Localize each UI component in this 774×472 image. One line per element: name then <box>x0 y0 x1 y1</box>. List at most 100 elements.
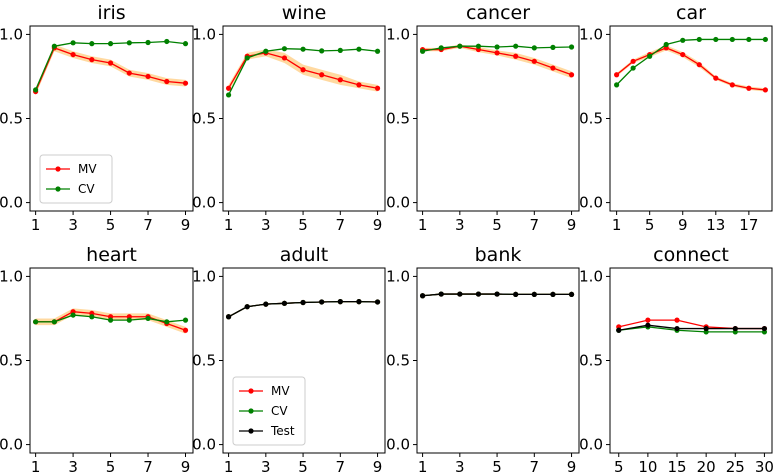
y-tick-label: 0.5 <box>0 352 23 370</box>
point-cv <box>126 317 132 323</box>
point-mv <box>645 317 651 323</box>
x-tick-label: 9 <box>181 216 191 234</box>
point-mv <box>89 57 95 63</box>
point-cv <box>244 55 250 61</box>
x-tick-label: 3 <box>455 216 465 234</box>
subplot-adult: 0.0 0.5 1.0 1 3 5 7 9 adult MV CV Test <box>192 244 386 472</box>
y-tick-label: 0.5 <box>579 110 603 128</box>
x-tick-label: 3 <box>261 458 271 472</box>
point-test <box>281 300 288 306</box>
x-tick-label: 9 <box>373 216 383 234</box>
point-test <box>438 291 444 297</box>
point-test <box>244 304 250 310</box>
subplot-wine: 0.0 0.5 1.0 1 3 5 7 9 wine <box>192 2 386 234</box>
y-tick-label: 0.0 <box>579 436 603 454</box>
point-mv <box>614 72 620 78</box>
x-tick-label: 15 <box>667 458 686 472</box>
point-cv <box>713 36 719 43</box>
point-cv <box>89 314 95 320</box>
x-tick-label: 5 <box>492 458 502 472</box>
point-mv <box>550 65 556 71</box>
point-test <box>225 314 232 320</box>
subplot-title: connect <box>653 244 729 266</box>
point-cv <box>145 39 151 46</box>
subplot-cancer: 0.0 0.5 1.0 1 3 5 7 9 cancer <box>386 2 580 234</box>
point-cv <box>126 40 132 46</box>
subplot-bank: 0.0 0.5 1.0 1 3 5 7 9 bank <box>386 244 580 472</box>
legend-marker <box>248 388 254 394</box>
point-mv <box>107 60 114 66</box>
band-mv <box>35 44 186 95</box>
legend-marker <box>248 408 254 414</box>
x-tick-label: 3 <box>68 216 78 234</box>
point-mv <box>281 55 288 61</box>
y-tick-label: 0.0 <box>0 436 23 454</box>
subplot-title: cancer <box>466 2 530 24</box>
legend-marker <box>248 428 254 434</box>
point-mv <box>337 77 343 83</box>
point-test <box>703 325 709 332</box>
point-mv <box>300 67 306 73</box>
point-mv <box>729 82 735 88</box>
y-tick-label: 0.0 <box>386 194 410 212</box>
subplot-car: 0.0 0.5 1.0 1 5 9 13 17 car <box>579 2 773 234</box>
point-mv <box>225 85 232 91</box>
x-tick-label: 3 <box>261 216 271 234</box>
series-line-mv <box>616 47 766 91</box>
point-test <box>475 291 482 297</box>
point-cv <box>182 41 189 47</box>
point-cv <box>164 319 170 325</box>
point-cv <box>300 46 306 52</box>
legend-label: CV <box>271 404 288 418</box>
point-test <box>337 299 343 305</box>
point-cv <box>419 48 426 54</box>
point-cv <box>513 43 519 49</box>
x-tick-label: 5 <box>298 216 308 234</box>
point-mv <box>680 51 686 58</box>
y-tick-label: 1.0 <box>0 25 23 43</box>
x-tick-label: 10 <box>638 458 657 472</box>
point-cv <box>647 53 653 59</box>
point-cv <box>614 82 620 88</box>
x-tick-label: 9 <box>678 216 688 234</box>
point-cv <box>663 41 669 48</box>
x-tick-label: 7 <box>530 458 540 472</box>
subplot-title: heart <box>86 244 137 266</box>
point-test <box>457 291 463 297</box>
x-tick-label: 1 <box>31 458 41 472</box>
x-tick-label: 13 <box>706 216 725 234</box>
x-tick-label: 1 <box>418 458 428 472</box>
y-tick-label: 0.5 <box>386 110 410 128</box>
point-mv <box>746 85 752 91</box>
point-cv <box>630 65 636 71</box>
y-tick-label: 1.0 <box>192 25 216 43</box>
x-tick-label: 5 <box>645 216 655 234</box>
y-tick-label: 1.0 <box>386 267 410 285</box>
axes-frame <box>609 25 773 212</box>
point-cv <box>374 48 381 54</box>
point-test <box>513 291 519 298</box>
subplot-title: car <box>676 2 706 24</box>
axes-frame <box>29 267 194 454</box>
point-mv <box>531 58 537 64</box>
point-test <box>356 299 362 305</box>
point-test <box>263 301 269 307</box>
point-mv <box>494 50 500 56</box>
point-test <box>568 291 575 298</box>
x-tick-label: 1 <box>224 216 234 234</box>
point-cv <box>281 46 288 52</box>
point-mv <box>356 82 362 88</box>
x-tick-label: 5 <box>106 458 116 472</box>
point-cv <box>164 38 170 45</box>
legend-label: MV <box>78 162 97 176</box>
subplot-connect: 0.0 0.5 1.0 5 10 15 20 25 30 connect <box>579 244 774 472</box>
legend-marker <box>55 186 61 192</box>
legend-label: MV <box>271 384 290 398</box>
x-tick-label: 30 <box>755 458 774 472</box>
x-tick-label: 25 <box>726 458 745 472</box>
x-tick-label: 1 <box>418 216 428 234</box>
point-mv <box>164 78 170 85</box>
x-tick-label: 20 <box>697 458 716 472</box>
point-test <box>761 325 768 332</box>
